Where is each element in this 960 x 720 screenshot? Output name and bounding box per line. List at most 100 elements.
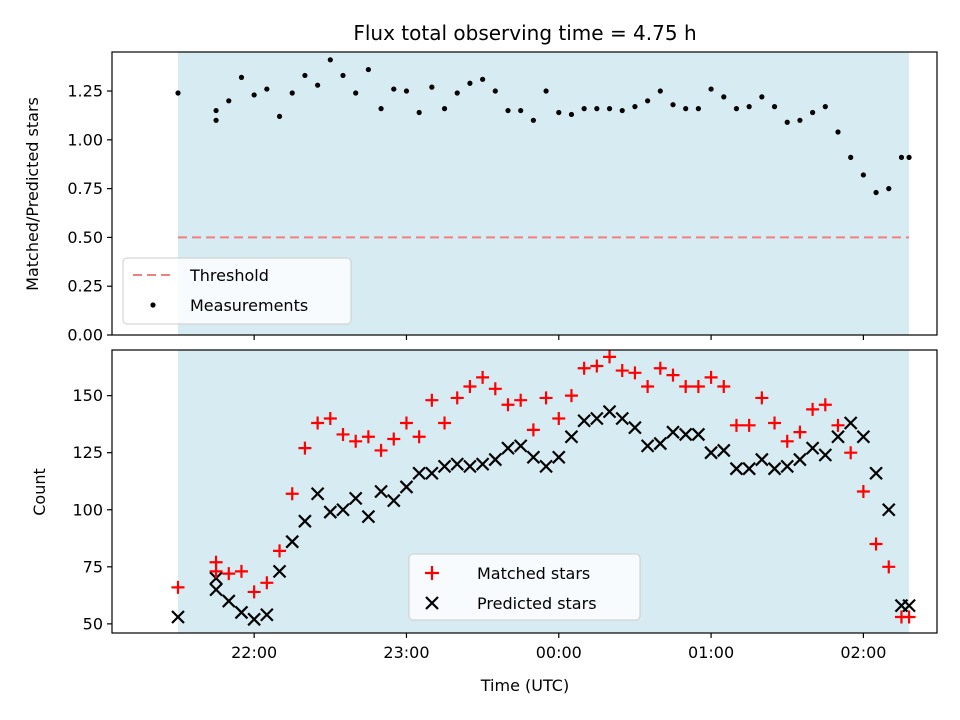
measurement-point <box>454 90 460 96</box>
predicted-star-point <box>902 598 916 613</box>
predicted-stars-series <box>171 404 916 627</box>
matched-star-point <box>323 411 337 425</box>
measurement-point <box>238 74 245 80</box>
top-legend-box <box>122 257 352 325</box>
bottom-x-tick-label: 01:00 <box>688 643 734 662</box>
matched-star-point <box>412 430 426 444</box>
measurement-point <box>213 117 219 123</box>
bottom-x-tick-label: 23:00 <box>383 643 429 662</box>
predicted-star-point <box>425 466 439 481</box>
measurement-point <box>632 104 638 110</box>
measurement-point <box>822 104 828 110</box>
matched-star-point <box>285 487 299 501</box>
predicted-star-point <box>260 607 274 622</box>
predicted-star-point <box>615 411 630 426</box>
top-y-axis-label: Matched/Predicted stars <box>23 97 42 291</box>
matched-star-point <box>831 418 845 432</box>
matched-star-point <box>260 576 274 590</box>
measurement-point <box>606 106 613 112</box>
measurement-point <box>353 90 359 96</box>
predicted-star-point <box>450 457 465 471</box>
top-y-tick-label: 1.00 <box>67 130 103 149</box>
matched-star-point <box>902 610 916 624</box>
matched-star-point <box>450 391 464 405</box>
matched-star-point <box>882 560 896 574</box>
measurement-point <box>556 109 562 116</box>
matched-star-point <box>234 564 248 578</box>
measurement-point <box>746 104 752 110</box>
predicted-star-point <box>374 484 388 499</box>
matched-star-point <box>564 389 578 403</box>
matched-star-point <box>399 416 413 430</box>
predicted-star-point <box>209 571 223 586</box>
measurement-point <box>771 104 778 110</box>
matched-star-point <box>514 393 528 407</box>
top-y-tick-label: 1.25 <box>67 82 103 101</box>
legend-threshold-label: Threshold <box>189 266 269 285</box>
measurement-point <box>886 186 892 192</box>
predicted-star-point <box>628 420 642 435</box>
matched-star-point <box>438 416 452 430</box>
predicted-star-point <box>221 594 236 608</box>
measurement-point <box>848 154 854 160</box>
predicted-star-point <box>298 514 312 528</box>
measurement-point <box>480 76 486 82</box>
matched-star-point <box>628 366 642 380</box>
matched-star-point <box>336 427 350 441</box>
matched-star-point <box>704 370 718 384</box>
matched-star-point <box>171 580 185 594</box>
matched-star-point <box>806 402 820 416</box>
matched-star-point <box>679 380 693 394</box>
predicted-star-point <box>691 427 706 442</box>
predicted-star-point <box>272 564 287 579</box>
bottom-x-tick-label: 00:00 <box>536 643 582 662</box>
matched-star-point <box>311 416 325 430</box>
legend-predicted-swatch <box>425 596 439 610</box>
measurement-point <box>340 72 346 79</box>
predicted-star-point <box>336 502 350 517</box>
bottom-y-tick-label: 50 <box>83 614 103 633</box>
matched-star-point <box>349 434 363 448</box>
measurement-point <box>898 154 905 160</box>
measurement-point <box>429 84 435 90</box>
predicted-star-point <box>526 450 541 465</box>
measurement-point <box>657 88 663 94</box>
measurement-point <box>391 86 397 92</box>
matched-star-point <box>476 370 490 384</box>
measurement-point <box>327 57 333 63</box>
bottom-x-tick-label: 22:00 <box>231 643 277 662</box>
matched-star-point <box>577 361 591 375</box>
measurement-point <box>441 106 448 112</box>
matched-star-point <box>666 368 680 382</box>
matched-star-point <box>361 430 375 444</box>
predicted-star-point <box>831 429 845 444</box>
measurement-point <box>505 107 511 114</box>
measurement-point <box>619 107 625 114</box>
bottom-legend: Matched stars Predicted stars <box>408 553 641 621</box>
measurement-point <box>315 82 321 88</box>
predicted-star-point <box>551 450 566 465</box>
matched-star-point <box>463 380 477 394</box>
measurements-series <box>175 57 912 196</box>
measurement-point <box>759 94 765 100</box>
matched-star-point <box>247 585 261 599</box>
measurement-point <box>873 189 879 196</box>
predicted-star-point <box>209 582 223 597</box>
legend-measurements-label: Measurements <box>190 296 308 315</box>
legend-matched-swatch <box>425 566 439 580</box>
bottom-x-axis-label: Time (UTC) <box>480 676 569 695</box>
predicted-star-point <box>793 452 807 467</box>
measurement-point <box>568 111 575 118</box>
measurement-point <box>365 66 371 73</box>
measurement-point <box>530 117 536 123</box>
measurement-point <box>683 106 689 112</box>
measurement-point <box>784 119 790 125</box>
predicted-star-point <box>805 441 820 455</box>
measurement-point <box>416 109 422 116</box>
matched-star-point <box>603 350 617 364</box>
measurement-point <box>518 107 524 114</box>
top-y-tick-label: 0.75 <box>67 179 103 198</box>
predicted-star-point <box>412 466 426 481</box>
matched-star-point <box>641 380 655 394</box>
